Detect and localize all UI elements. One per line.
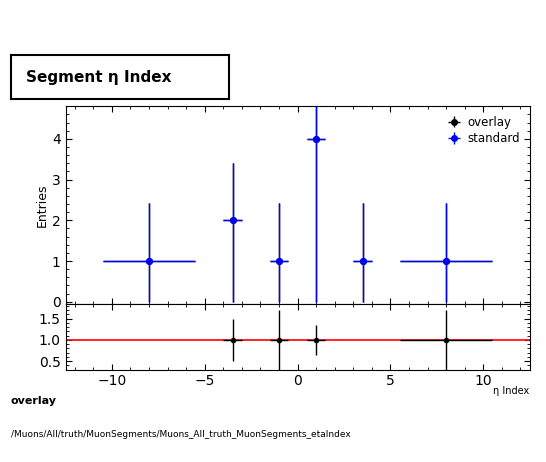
- Text: Segment η Index: Segment η Index: [26, 70, 171, 85]
- Legend: overlay, standard: overlay, standard: [442, 112, 524, 149]
- Text: overlay: overlay: [11, 396, 57, 406]
- Text: /Muons/All/truth/MuonSegments/Muons_All_truth_MuonSegments_etaIndex: /Muons/All/truth/MuonSegments/Muons_All_…: [11, 430, 351, 438]
- Y-axis label: Entries: Entries: [36, 183, 49, 227]
- Text: η Index: η Index: [494, 386, 530, 396]
